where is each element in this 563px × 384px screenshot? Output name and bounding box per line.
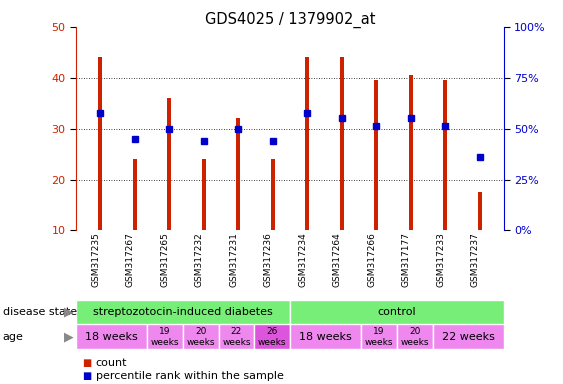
Bar [254,324,290,349]
Text: 20
weeks: 20 weeks [400,327,429,347]
Bar [339,58,344,230]
Text: streptozotocin-induced diabetes: streptozotocin-induced diabetes [93,307,273,317]
Bar [397,324,432,349]
Bar [290,324,361,349]
Text: count: count [96,358,127,368]
Bar [374,80,378,230]
Bar [290,300,504,324]
Text: GSM317231: GSM317231 [229,232,238,287]
Text: GSM317233: GSM317233 [436,232,445,287]
Bar [183,324,218,349]
Bar [76,300,290,324]
Bar [133,159,137,230]
Text: GSM317266: GSM317266 [367,232,376,287]
Text: ■: ■ [82,358,91,368]
Text: GSM317265: GSM317265 [160,232,169,287]
Text: GSM317267: GSM317267 [126,232,135,287]
Text: GSM317237: GSM317237 [471,232,480,287]
Text: 22 weeks: 22 weeks [442,332,495,342]
Bar [167,98,171,230]
Text: percentile rank within the sample: percentile rank within the sample [96,371,284,381]
Text: 26
weeks: 26 weeks [258,327,287,347]
Text: ■: ■ [82,371,91,381]
Bar [443,80,447,230]
Text: 18 weeks: 18 weeks [299,332,352,342]
Bar [218,324,254,349]
Bar [98,58,102,230]
Text: GSM317235: GSM317235 [91,232,100,287]
Text: GSM317236: GSM317236 [263,232,272,287]
Text: GDS4025 / 1379902_at: GDS4025 / 1379902_at [205,12,375,28]
Bar [271,159,275,230]
Bar [305,58,309,230]
Text: disease state: disease state [3,307,77,317]
Bar [432,324,504,349]
Text: 19
weeks: 19 weeks [151,327,180,347]
Text: age: age [3,332,24,342]
Text: control: control [378,307,416,317]
Bar [148,324,183,349]
Bar [236,118,240,230]
Text: 19
weeks: 19 weeks [365,327,394,347]
Text: GSM317232: GSM317232 [195,232,204,287]
Bar [409,75,413,230]
Text: 18 weeks: 18 weeks [85,332,138,342]
Text: GSM317234: GSM317234 [298,232,307,287]
Text: ▶: ▶ [64,306,73,318]
Text: ▶: ▶ [64,331,73,343]
Text: GSM317264: GSM317264 [333,232,342,287]
Text: GSM317177: GSM317177 [402,232,411,288]
Bar [202,159,205,230]
Bar [361,324,397,349]
Bar [477,192,482,230]
Bar [76,324,148,349]
Text: 22
weeks: 22 weeks [222,327,251,347]
Text: 20
weeks: 20 weeks [186,327,215,347]
